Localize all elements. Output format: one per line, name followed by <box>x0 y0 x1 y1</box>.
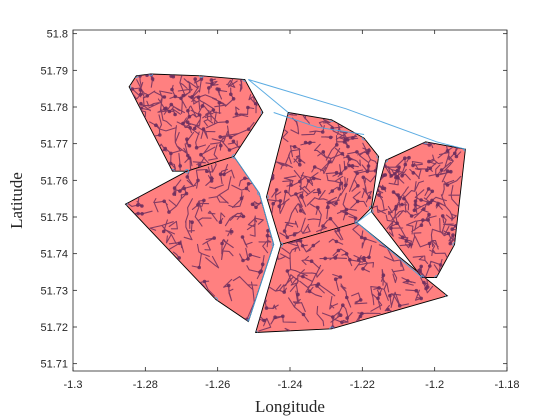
x-axis-ticks: -1.3 -1.28 -1.26 -1.24 -1.22 -1.2 -1.18 <box>64 30 520 391</box>
region-4-network <box>255 222 448 333</box>
y-tick-label: 51.8 <box>47 29 68 41</box>
connecting-road-2 <box>273 112 365 135</box>
road-network-layer <box>125 74 466 333</box>
connecting-roads <box>233 79 466 322</box>
y-tick-label: 51.75 <box>40 212 68 224</box>
connecting-road-5 <box>356 211 423 278</box>
x-tick-label: -1.2 <box>425 379 444 391</box>
y-tick-label: 51.72 <box>40 322 68 334</box>
connecting-road-1 <box>248 79 466 150</box>
x-tick-label: -1.24 <box>277 379 302 391</box>
x-tick-label: -1.22 <box>350 379 375 391</box>
region-2-network <box>125 156 274 322</box>
region-1-network <box>129 74 263 172</box>
y-tick-label: 51.77 <box>40 139 68 151</box>
connecting-road-3 <box>248 79 289 113</box>
x-tick-label: -1.18 <box>494 379 519 391</box>
connecting-road-4 <box>233 156 275 322</box>
region-1 <box>128 73 264 172</box>
y-axis-ticks: 51.71 51.72 51.73 51.74 51.75 51.76 51.77 51.78… <box>40 29 507 371</box>
y-axis-label: Latitude <box>7 172 26 229</box>
x-tick-label: -1.3 <box>64 379 83 391</box>
y-tick-label: 51.71 <box>40 359 68 371</box>
y-tick-label: 51.79 <box>40 65 68 77</box>
x-tick-label: -1.28 <box>133 379 158 391</box>
x-axis-label: Longitude <box>255 397 325 416</box>
region-5-network <box>371 141 466 278</box>
y-tick-label: 51.74 <box>40 249 68 261</box>
y-tick-label: 51.78 <box>40 102 68 114</box>
x-tick-label: -1.26 <box>205 379 230 391</box>
y-tick-label: 51.73 <box>40 285 68 297</box>
y-tick-label: 51.76 <box>40 175 68 187</box>
